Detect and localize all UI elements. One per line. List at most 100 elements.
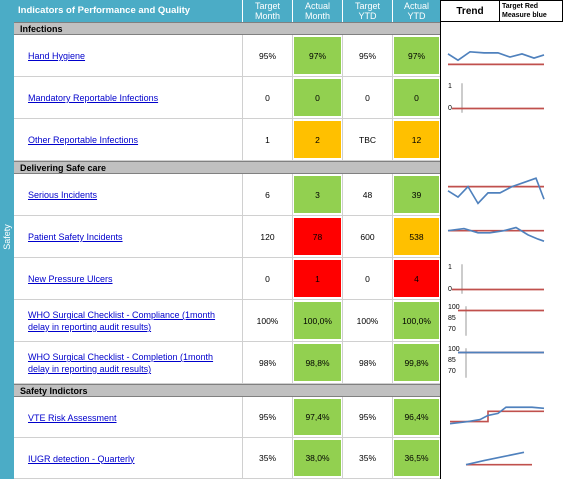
trend-axis-tick: 0 xyxy=(448,286,452,293)
trend-chart xyxy=(447,226,545,242)
actual-ytd-value-cell: 0 xyxy=(392,77,440,118)
indicator-label: New Pressure Ulcers xyxy=(28,274,113,284)
actual-ytd-value: 39 xyxy=(411,189,422,200)
indicator-link-iugr-detection[interactable]: IUGR detection - Quarterly xyxy=(28,453,135,465)
actual-month-value: 97,4% xyxy=(305,412,330,422)
sidebar-safety: Safety xyxy=(0,0,14,479)
actual-ytd-value-cell: 96,4% xyxy=(392,397,440,437)
actual-ytd-value: 0 xyxy=(414,92,419,103)
trend-chart xyxy=(447,50,545,66)
measure-line xyxy=(447,177,545,205)
rag-status-fill xyxy=(294,260,341,297)
rag-status-fill xyxy=(394,440,439,476)
actual-month-value-cell: 3 xyxy=(292,174,342,215)
trend-sparkline-vte-risk-assessment xyxy=(440,397,563,438)
indicator-link-mandatory-reportable-infections[interactable]: Mandatory Reportable Infections xyxy=(28,92,158,104)
target-month-value-cell: 95% xyxy=(242,35,292,76)
target-month-value: 95% xyxy=(258,412,276,422)
indicator-link-who-checklist-compliance[interactable]: WHO Surgical Checklist - Compliance (1mo… xyxy=(28,309,215,333)
target-month-value-cell: 100% xyxy=(242,300,292,341)
measure-line xyxy=(447,226,545,242)
actual-ytd-value-cell: 100,0% xyxy=(392,300,440,341)
col-actual-ytd: Actual YTD xyxy=(392,0,440,22)
trend-sparkline-iugr-detection xyxy=(440,438,563,479)
measure-line xyxy=(449,406,545,425)
table-row-serious-incidents: Serious Incidents 6 3 48 39 xyxy=(14,174,440,216)
target-month-value: 120 xyxy=(260,231,275,242)
target-month-value-cell: 35% xyxy=(242,438,292,478)
rag-status-fill xyxy=(394,302,439,339)
indicator-link-new-pressure-ulcers[interactable]: New Pressure Ulcers xyxy=(28,273,113,285)
trend-sparkline-patient-safety-incidents xyxy=(440,216,563,258)
actual-ytd-value: 12 xyxy=(411,134,422,145)
target-month-value-cell: 0 xyxy=(242,258,292,299)
indicator-link-vte-risk-assessment[interactable]: VTE Risk Assessment xyxy=(28,412,117,424)
table-row-hand-hygiene: Hand Hygiene 95% 97% 95% 97% xyxy=(14,35,440,77)
target-month-value: 0 xyxy=(265,92,270,103)
table-row-new-pressure-ulcers: New Pressure Ulcers 0 1 0 4 xyxy=(14,258,440,300)
page-title: Indicators of Performance and Quality xyxy=(14,0,242,22)
trend-divider xyxy=(440,22,441,479)
actual-month-value: 97% xyxy=(308,50,326,61)
actual-ytd-value-cell: 97% xyxy=(392,35,440,76)
indicator-label-line1: WHO Surgical Checklist - Compliance (1mo… xyxy=(28,310,216,320)
target-ytd-value: 95% xyxy=(358,412,376,422)
col-trend: Trend xyxy=(440,0,500,22)
target-month-value: 6 xyxy=(265,189,270,200)
table-row-iugr-detection: IUGR detection - Quarterly 35% 38,0% 35% 36,… xyxy=(14,438,440,479)
trend-sparkline-who-checklist-compliance: 100 85 70 xyxy=(440,300,563,342)
trend-chart xyxy=(447,177,545,205)
col-target-ytd: Target YTD xyxy=(342,0,392,22)
trend-legend-note: Target Red Measure blue xyxy=(500,0,563,22)
target-month-value: 98% xyxy=(258,357,276,368)
indicator-link-patient-safety-incidents[interactable]: Patient Safety Incidents xyxy=(28,231,123,243)
indicator-label: Serious Incidents xyxy=(28,190,98,200)
target-ytd-value: TBC xyxy=(359,134,376,145)
actual-month-value: 3 xyxy=(315,189,320,200)
trend-sparkline-other-reportable-infections xyxy=(440,119,563,161)
target-ytd-value-cell: 100% xyxy=(342,300,392,341)
rag-status-fill xyxy=(394,79,439,116)
indicator-link-who-checklist-completion[interactable]: WHO Surgical Checklist - Completion (1mo… xyxy=(28,351,213,375)
indicator-label: Other Reportable Infections xyxy=(28,135,139,145)
actual-month-value-cell: 38,0% xyxy=(292,438,342,478)
table-row-who-checklist-completion: WHO Surgical Checklist - Completion (1mo… xyxy=(14,342,440,384)
target-month-value-cell: 1 xyxy=(242,119,292,160)
trend-chart xyxy=(458,348,544,378)
actual-month-value: 2 xyxy=(315,134,320,145)
col-actual-month: Actual Month xyxy=(292,0,342,22)
table-row-mandatory-reportable-infections: Mandatory Reportable Infections 0 0 0 0 xyxy=(14,77,440,119)
target-ytd-value-cell: TBC xyxy=(342,119,392,160)
indicator-link-hand-hygiene[interactable]: Hand Hygiene xyxy=(28,50,85,62)
indicator-label: Hand Hygiene xyxy=(28,51,86,61)
trend-axis-tick: 70 xyxy=(448,368,456,375)
actual-ytd-value: 4 xyxy=(414,273,419,284)
rag-status-fill xyxy=(294,121,341,158)
actual-ytd-value: 99,8% xyxy=(404,357,429,368)
actual-month-value-cell: 78 xyxy=(292,216,342,257)
target-ytd-value: 35% xyxy=(358,453,376,463)
rag-status-fill xyxy=(294,79,341,116)
indicator-link-other-reportable-infections[interactable]: Other Reportable Infections xyxy=(28,134,138,146)
rag-status-fill xyxy=(394,399,439,435)
trend-sparkline-who-checklist-completion: 100 85 70 xyxy=(440,342,563,384)
section-delivering-safe-care: Delivering Safe care xyxy=(14,161,440,174)
actual-ytd-value: 100,0% xyxy=(402,315,431,326)
trend-axis-tick: 70 xyxy=(448,326,456,333)
target-month-value: 95% xyxy=(258,50,276,61)
target-month-value-cell: 98% xyxy=(242,342,292,383)
target-month-value-cell: 120 xyxy=(242,216,292,257)
trend-chart xyxy=(449,406,545,425)
target-ytd-value-cell: 0 xyxy=(342,77,392,118)
actual-month-value-cell: 0 xyxy=(292,77,342,118)
indicator-link-serious-incidents[interactable]: Serious Incidents xyxy=(28,189,97,201)
target-ytd-value: 48 xyxy=(362,189,373,200)
rag-status-fill xyxy=(294,344,341,381)
rag-status-fill xyxy=(294,399,341,435)
col-target-month: Target Month xyxy=(242,0,292,22)
target-ytd-value-cell: 600 xyxy=(342,216,392,257)
trend-chart xyxy=(452,264,544,294)
table-row-other-reportable-infections: Other Reportable Infections 1 2 TBC 12 xyxy=(14,119,440,161)
rag-status-fill xyxy=(394,260,439,297)
